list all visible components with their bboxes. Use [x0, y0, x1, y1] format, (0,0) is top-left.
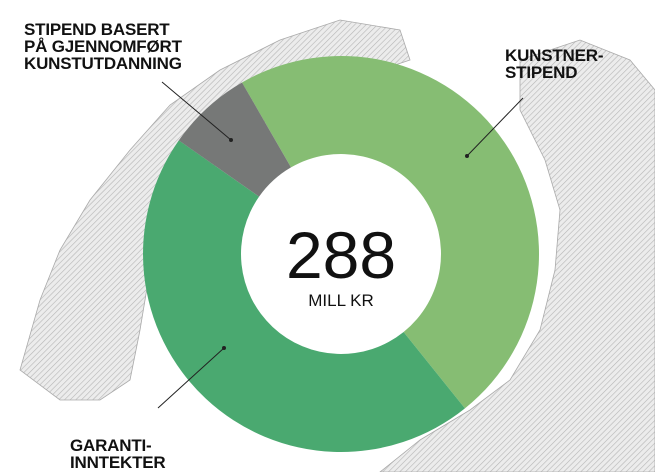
leader-line	[466, 97, 524, 157]
total: 288	[286, 218, 396, 292]
unit: MILL KR	[308, 291, 374, 310]
leader-line	[157, 347, 225, 409]
donut-slice	[242, 56, 539, 409]
slice-label: STIPEND BASERT PÅ GJENNOMFØRT KUNSTUTDAN…	[24, 20, 182, 73]
leader-dot	[229, 138, 233, 142]
donut-slice	[178, 82, 291, 197]
slice-label: GARANTI- INNTEKTER	[70, 436, 166, 472]
leader-dot	[465, 154, 469, 158]
leader-dot	[222, 346, 226, 350]
slices	[143, 56, 539, 452]
donut-slice	[143, 140, 465, 452]
slice-label: KUNSTNER- STIPEND	[505, 46, 604, 82]
leader-line	[161, 81, 232, 141]
leader-lines	[157, 81, 524, 409]
